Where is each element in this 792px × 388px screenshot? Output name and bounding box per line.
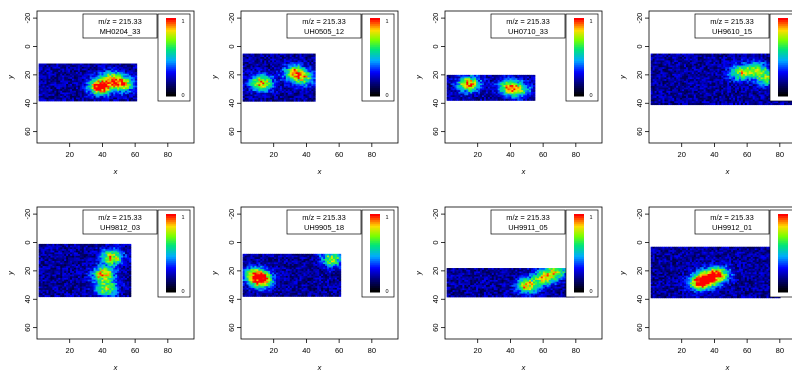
panel-MH0204_33: 20 40 60 80 x -20 0 20 40 60 y m/z = 215.33MH0204_3…	[6, 11, 194, 176]
colorbar-swatch	[166, 94, 176, 96]
sample-label: UH0710_33	[508, 27, 548, 36]
x-tick-label: 20	[66, 150, 74, 159]
x-tick-label: 80	[368, 150, 376, 159]
y-tick-label: 0	[23, 44, 32, 48]
x-tick-label: 40	[506, 150, 514, 159]
x-axis-label: x	[317, 167, 322, 176]
heatmap-cell	[533, 99, 535, 101]
colorbar-min-label: 0	[385, 93, 388, 99]
x-tick-label: 40	[302, 150, 310, 159]
mz-label: m/z = 215.33	[98, 17, 142, 26]
colorbar-min-label: 0	[589, 93, 592, 99]
y-tick-label: 20	[431, 71, 440, 79]
y-tick-label: -20	[227, 13, 236, 24]
heatmap-cell	[135, 99, 137, 101]
x-tick-label: 60	[335, 150, 343, 159]
sample-label: UH0505_12	[304, 27, 344, 36]
colorbar-max-label: 1	[181, 19, 184, 25]
y-tick-label: -20	[431, 13, 440, 24]
y-tick-label: 60	[431, 127, 440, 135]
y-tick-label: 20	[227, 71, 236, 79]
colorbar-max-label: 1	[385, 19, 388, 25]
mz-label: m/z = 215.33	[302, 17, 346, 26]
y-tick-label: 0	[227, 44, 236, 48]
colorbar-swatch	[370, 94, 380, 96]
x-tick-label: 20	[474, 150, 482, 159]
y-axis-label: y	[414, 74, 423, 80]
y-tick-label: 0	[431, 44, 440, 48]
y-tick-label: 60	[23, 127, 32, 135]
colorbar-max-label: 1	[589, 19, 592, 25]
x-tick-label: 40	[98, 150, 106, 159]
x-axis-label: x	[113, 167, 118, 176]
y-axis-label: y	[210, 74, 219, 80]
x-tick-label: 80	[164, 150, 172, 159]
y-tick-label: -20	[23, 13, 32, 24]
y-tick-label: 40	[431, 99, 440, 107]
panel-UH0710_33: 20 40 60 80 x -20 0 20 40 60 y m/z = 215.33UH0710_3…	[414, 11, 602, 176]
colorbar-swatch	[574, 94, 584, 96]
y-tick-label: 20	[23, 71, 32, 79]
x-tick-label: 20	[270, 150, 278, 159]
y-axis-label: y	[6, 74, 15, 80]
colorbar-min-label: 0	[181, 93, 184, 99]
mz-label: m/z = 215.33	[506, 17, 550, 26]
sample-label: MH0204_33	[100, 27, 141, 36]
x-tick-label: 60	[539, 150, 547, 159]
panel-UH0505_12: 20 40 60 80 x -20 0 20 40 60 y m/z = 215.33UH0505_1…	[210, 11, 398, 176]
x-tick-label: 60	[131, 150, 139, 159]
y-tick-label: 40	[23, 99, 32, 107]
x-axis-label: x	[521, 167, 526, 176]
y-tick-label: 40	[227, 99, 236, 107]
y-tick-label: 60	[227, 127, 236, 135]
x-tick-label: 80	[572, 150, 580, 159]
heatmap-cell	[313, 100, 315, 102]
